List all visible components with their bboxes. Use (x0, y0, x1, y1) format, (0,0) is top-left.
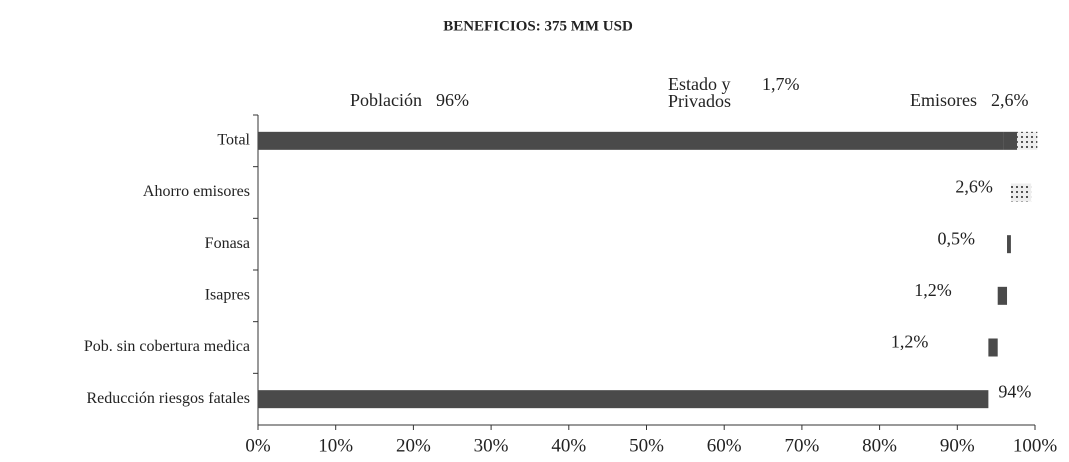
segment-value: 96% (436, 90, 469, 110)
value-label: 0,5% (938, 228, 976, 248)
y-tick-label: Pob. sin cobertura medica (84, 338, 250, 355)
segment-name: Estado y Privados (668, 74, 731, 111)
x-tick-label: 50% (629, 435, 664, 456)
bar (1007, 235, 1011, 254)
value-label: 94% (998, 381, 1031, 401)
x-tick-label: 30% (474, 435, 509, 456)
segment-label: Emisores 2,6% (910, 90, 1029, 110)
x-tick-label: 90% (940, 435, 975, 456)
value-label: 2,6% (955, 177, 993, 197)
y-tick-label: Reducción riesgos fatales (87, 390, 251, 407)
segment-name: Población (350, 90, 422, 110)
x-tick-label: 80% (862, 435, 897, 456)
segment-value: 2,6% (991, 90, 1029, 110)
x-tick-label: 0% (245, 435, 271, 456)
bar (1010, 183, 1032, 202)
segment-label: Población 96% (350, 90, 469, 110)
y-tick-label: Total (217, 132, 250, 149)
segment-label: Estado y Privados 1,7% (668, 74, 800, 111)
x-tick-label: 20% (396, 435, 431, 456)
segment-name: Emisores (910, 90, 977, 110)
total-segment (258, 131, 1004, 150)
bar (258, 390, 989, 409)
total-segment (1017, 131, 1038, 150)
y-tick-label: Ahorro emisores (143, 183, 250, 200)
bar (988, 338, 998, 357)
x-tick-label: 70% (784, 435, 819, 456)
x-tick-label: 10% (318, 435, 353, 456)
x-tick-label: 40% (551, 435, 586, 456)
y-tick-label: Isapres (205, 287, 250, 304)
value-label: 1,2% (914, 280, 952, 300)
value-label: 1,2% (891, 332, 929, 352)
y-tick-label: Fonasa (205, 235, 250, 252)
total-segment (1003, 131, 1018, 150)
chart-title: BENEFICIOS: 375 MM USD (443, 18, 633, 34)
bar (997, 286, 1008, 305)
x-tick-label: 60% (707, 435, 742, 456)
x-tick-label: 100% (1013, 435, 1058, 456)
segment-value: 1,7% (762, 74, 800, 94)
